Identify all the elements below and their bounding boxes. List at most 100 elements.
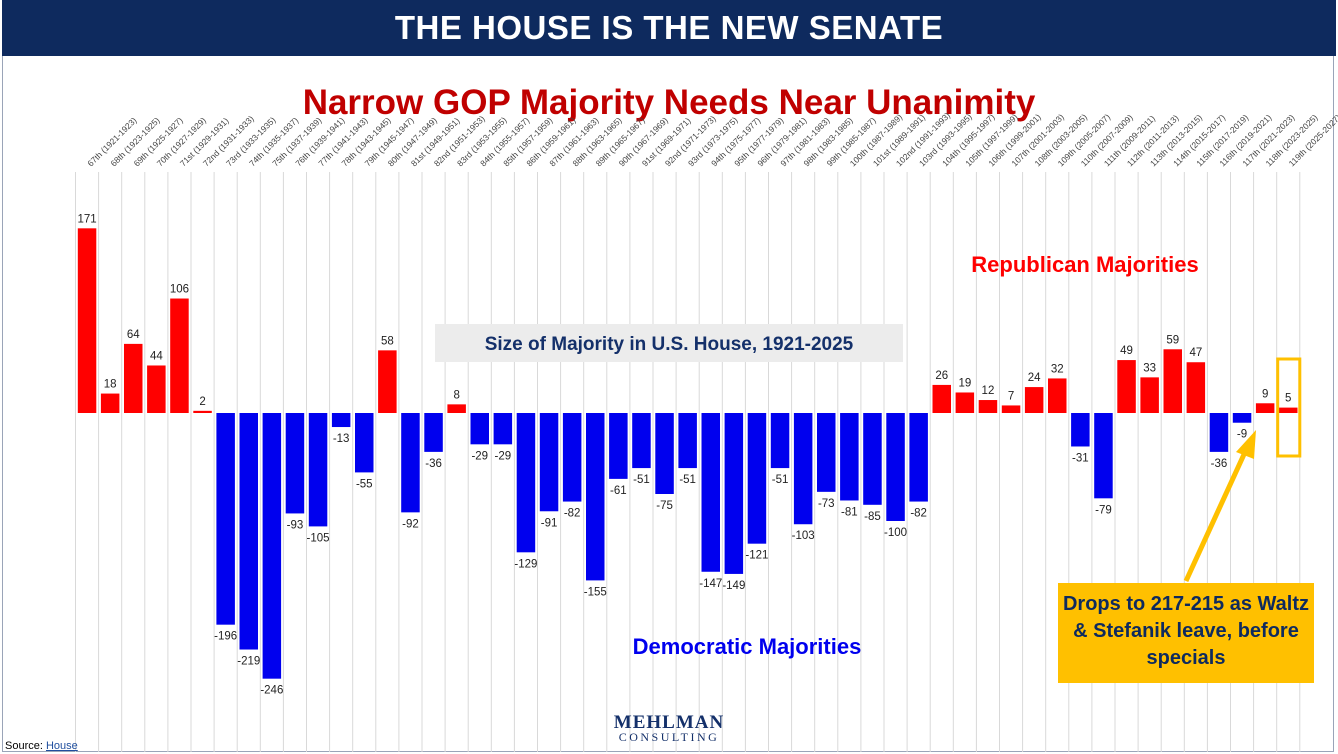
bar [632, 413, 651, 469]
value-label: -82 [564, 508, 581, 520]
value-label: 32 [1051, 363, 1064, 375]
value-label: 49 [1120, 345, 1133, 357]
value-label: -29 [495, 450, 512, 462]
bar [747, 413, 767, 544]
value-label: -246 [260, 685, 283, 697]
bar [100, 393, 120, 413]
mehlman-logo: MEHLMAN CONSULTING [600, 713, 738, 744]
value-label: -29 [471, 450, 488, 462]
source-link[interactable]: House [45, 740, 78, 752]
value-label: -155 [584, 586, 607, 598]
bar [493, 413, 513, 445]
callout-arrow [1183, 430, 1256, 583]
bar [886, 413, 905, 521]
bar [355, 413, 374, 473]
value-label: 19 [958, 377, 971, 389]
logo-line2: CONSULTING [618, 730, 720, 744]
value-label: -9 [1237, 429, 1247, 441]
value-label: -13 [333, 433, 350, 445]
value-label: 9 [1262, 388, 1268, 400]
bar [586, 413, 605, 581]
highlight-box [1276, 357, 1302, 458]
value-labels: 1711864441062-196-219-246-93-105-13-5558… [77, 213, 1291, 696]
value-label: -79 [1095, 504, 1112, 516]
bar [770, 413, 790, 469]
bar [1001, 405, 1021, 413]
value-label: 8 [453, 389, 459, 401]
inner-title-box: Size of Majority in U.S. House, 1921-202… [435, 324, 903, 362]
bar [609, 413, 628, 479]
value-label: -92 [402, 518, 419, 530]
value-label: -100 [884, 527, 907, 539]
value-label: -85 [864, 511, 881, 523]
value-label: -93 [287, 519, 304, 531]
bar [193, 410, 212, 413]
bar [1255, 403, 1275, 413]
bar [124, 343, 143, 413]
value-label: 2 [199, 396, 205, 408]
bars [77, 228, 1298, 679]
bar [863, 413, 882, 505]
value-label: 171 [77, 213, 96, 225]
grid-lines [75, 172, 1301, 752]
bar [701, 413, 720, 572]
value-label: -51 [633, 474, 650, 486]
value-label: 26 [935, 370, 948, 382]
value-label: -81 [841, 506, 858, 518]
value-label: -73 [818, 498, 835, 510]
bar [562, 413, 582, 502]
value-label: 59 [1166, 334, 1179, 346]
value-label: -51 [679, 474, 696, 486]
bar [1279, 407, 1298, 413]
bar [216, 413, 235, 625]
value-label: -103 [792, 530, 815, 542]
bar [424, 413, 443, 452]
bar [262, 413, 282, 679]
value-label: -75 [656, 500, 673, 512]
value-label: 64 [127, 329, 140, 341]
value-label: -149 [722, 580, 745, 592]
bar [1163, 349, 1182, 413]
bar [817, 413, 836, 492]
value-label: 5 [1285, 393, 1291, 405]
value-label: -91 [541, 517, 558, 529]
bar [655, 413, 674, 494]
value-label: 24 [1028, 372, 1041, 384]
bar [1117, 360, 1136, 413]
bar [1232, 413, 1252, 423]
bar [308, 413, 328, 527]
bar [516, 413, 536, 553]
value-label: 44 [150, 350, 163, 362]
bar [1209, 413, 1229, 452]
bar [909, 413, 928, 502]
banner-title: THE HOUSE IS THE NEW SENATE [2, 0, 1336, 56]
bar [285, 413, 305, 514]
bar [678, 413, 697, 469]
bar [978, 400, 998, 413]
bar [539, 413, 559, 512]
bar [470, 413, 489, 445]
value-label: -61 [610, 485, 627, 497]
bar [170, 298, 189, 413]
value-label: 18 [104, 379, 117, 391]
highlight-119th [1276, 357, 1302, 458]
value-label: -121 [745, 550, 768, 562]
value-label: 33 [1143, 362, 1156, 374]
value-label: 58 [381, 335, 394, 347]
bar [793, 413, 813, 525]
bar [955, 392, 975, 413]
bar [1186, 362, 1206, 413]
democratic-majorities-label: Democratic Majorities [633, 634, 862, 659]
bar [932, 384, 951, 413]
value-label: 7 [1008, 390, 1014, 402]
bar [77, 228, 97, 413]
bar [378, 350, 397, 413]
source-note: Source: House [5, 740, 78, 752]
slide-frame [2, 56, 1334, 752]
value-label: -196 [214, 631, 237, 643]
bar [840, 413, 859, 501]
value-label: -55 [356, 478, 373, 490]
value-label: -147 [699, 578, 722, 590]
